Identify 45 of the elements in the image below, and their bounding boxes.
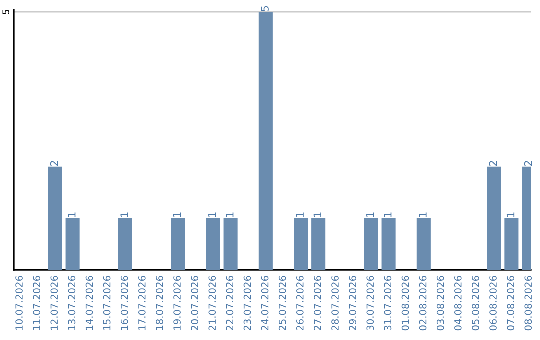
x-tick-label: 06.08.2026 [490, 276, 497, 331]
x-tick-label: 22.07.2026 [226, 276, 234, 331]
x-tick-label: 08.08.2026 [524, 276, 532, 331]
data-label: 1 [314, 212, 322, 218]
x-tick-label: 03.08.2026 [436, 276, 444, 331]
data-label: 1 [226, 212, 234, 218]
x-tick-label: 31.07.2026 [384, 276, 392, 330]
x-tick-label: 25.07.2026 [278, 276, 286, 331]
x-tick-label: 02.08.2026 [419, 276, 427, 331]
data-label: 2 [50, 161, 58, 166]
x-tick-label: 27.07.2026 [314, 276, 322, 331]
x-tick-label: 15.07.2026 [103, 276, 111, 330]
x-tick-label: 11.07.2026 [33, 276, 41, 330]
data-label: 2 [489, 161, 498, 166]
x-tick-label: 21.07.2026 [208, 276, 216, 331]
x-tick-label: 17.07.2026 [138, 276, 146, 330]
x-tick-label: 18.07.2026 [156, 276, 164, 330]
x-tick-label: 04.08.2026 [454, 276, 462, 331]
x-tick-label: 16.07.2026 [120, 276, 128, 330]
x-tick-label: 24.07.2026 [261, 276, 269, 331]
data-label: 1 [68, 212, 76, 218]
data-label: 1 [384, 212, 392, 218]
data-label: 1 [208, 212, 216, 218]
x-tick-label: 26.07.2026 [296, 276, 304, 331]
x-tick-label: 23.07.2026 [244, 276, 252, 331]
data-label: 1 [419, 212, 427, 218]
x-tick-label: 13.07.2026 [68, 276, 76, 330]
data-label: 1 [506, 212, 515, 218]
data-label: 2 [524, 161, 532, 166]
x-tick-label: 07.08.2026 [507, 276, 515, 331]
x-tick-label: 30.07.2026 [366, 276, 374, 330]
x-tick-label: 28.07.2026 [332, 276, 339, 331]
x-tick-label: 10.07.2026 [16, 276, 23, 330]
data-label: 1 [296, 212, 304, 218]
data-label: 5 [261, 6, 269, 12]
x-tick-label: 19.07.2026 [174, 276, 181, 330]
x-tick-label: 01.08.2026 [402, 276, 410, 331]
data-label: 1 [120, 212, 128, 218]
data-label: 1 [366, 212, 374, 218]
x-tick-label: 05.08.2026 [472, 276, 480, 331]
x-tick-label: 20.07.2026 [191, 276, 199, 331]
x-tick-label: 14.07.2026 [86, 276, 94, 330]
data-label: 1 [173, 212, 182, 218]
x-tick-label: 12.07.2026 [50, 276, 58, 330]
x-tick-label: 29.07.2026 [349, 276, 357, 331]
